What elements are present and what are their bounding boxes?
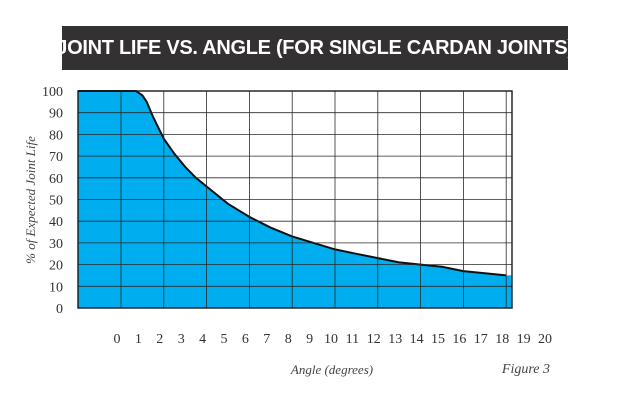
x-tick-label: 13	[388, 332, 402, 347]
x-tick-label: 6	[242, 332, 249, 347]
y-tick-label: 50	[49, 194, 63, 209]
x-tick-label: 18	[495, 332, 509, 347]
y-tick-label: 100	[42, 85, 63, 100]
y-tick-label: 0	[56, 302, 63, 317]
x-tick-label: 14	[410, 332, 424, 347]
y-tick-label: 60	[49, 172, 63, 187]
x-tick-label: 20	[538, 332, 552, 347]
joint-life-curve	[78, 90, 507, 277]
x-tick-label: 2	[156, 332, 163, 347]
y-axis-title: % of Expected Joint Life	[23, 136, 38, 264]
plot-border	[77, 90, 513, 309]
y-tick-label: 90	[49, 107, 63, 122]
joint-life-area	[78, 91, 512, 308]
y-tick-label: 70	[49, 150, 63, 165]
y-tick-label: 20	[49, 259, 63, 274]
x-tick-label: 1	[135, 332, 142, 347]
x-tick-label: 19	[517, 332, 531, 347]
x-tick-label: 10	[324, 332, 338, 347]
figure-label: Figure 3	[501, 362, 550, 377]
y-tick-label: 30	[49, 237, 63, 252]
x-tick-label: 0	[114, 332, 121, 347]
x-tick-label: 11	[346, 332, 359, 347]
x-tick-label: 8	[285, 332, 292, 347]
y-tick-label: 80	[49, 128, 63, 143]
chart-title: JOINT LIFE VS. ANGLE (FOR SINGLE CARDAN …	[56, 36, 574, 59]
x-tick-label: 4	[199, 332, 206, 347]
x-tick-label: 9	[306, 332, 313, 347]
x-tick-label: 16	[452, 332, 466, 347]
x-tick-label: 15	[431, 332, 445, 347]
x-tick-label: 5	[221, 332, 228, 347]
x-tick-label: 3	[178, 332, 185, 347]
x-tick-label: 17	[474, 332, 488, 347]
x-tick-label: 7	[263, 332, 270, 347]
y-tick-label: 40	[49, 215, 63, 230]
chart-title-bar: JOINT LIFE VS. ANGLE (FOR SINGLE CARDAN …	[56, 26, 574, 70]
x-axis-title: Angle (degrees)	[290, 362, 373, 377]
y-tick-label: 10	[49, 280, 63, 295]
x-tick-label: 12	[367, 332, 381, 347]
